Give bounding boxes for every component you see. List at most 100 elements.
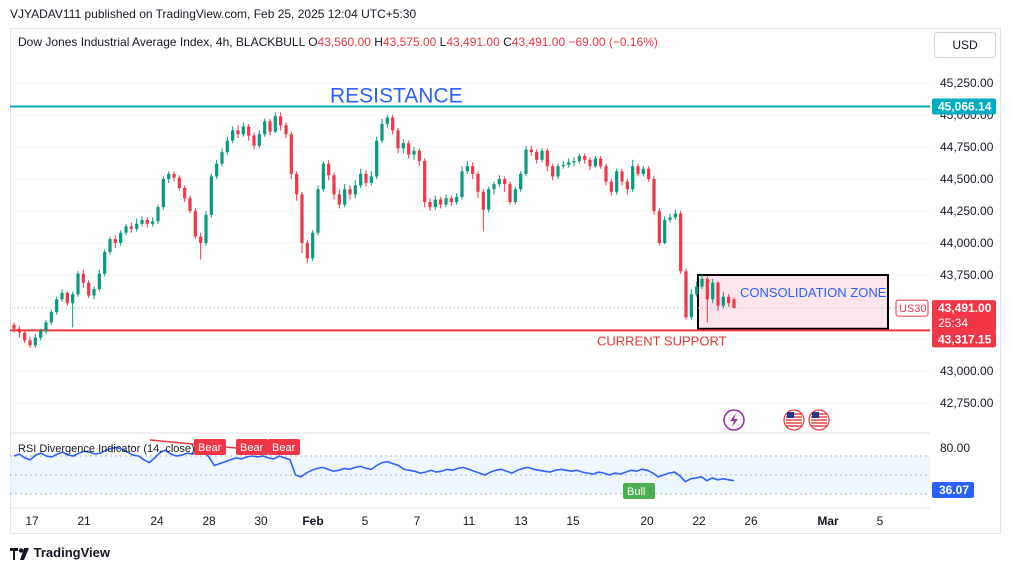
- close-label: C: [503, 35, 512, 49]
- candle-body: [551, 166, 555, 177]
- candle: [599, 155, 603, 169]
- candle: [583, 153, 587, 164]
- candle-body: [167, 173, 171, 179]
- candle-body: [247, 126, 251, 136]
- low-value: 43,491.00: [446, 35, 500, 49]
- candle: [49, 309, 53, 325]
- candle: [625, 179, 629, 195]
- candle-body: [151, 221, 155, 224]
- candle-body: [524, 149, 528, 174]
- candle: [641, 166, 645, 177]
- candle: [76, 271, 80, 297]
- candle-body: [481, 191, 485, 210]
- candle: [455, 193, 459, 205]
- candle: [241, 122, 245, 137]
- currency-selector[interactable]: USD: [934, 32, 996, 58]
- candle: [375, 136, 379, 179]
- candle-body: [721, 296, 725, 306]
- last-price-tag: 43,491.00: [938, 301, 992, 315]
- candle-body: [471, 166, 475, 174]
- candle: [465, 161, 469, 174]
- y-tick-label: 44,000.00: [940, 236, 994, 250]
- candle-body: [225, 140, 229, 153]
- candle: [183, 185, 187, 203]
- candle-body: [700, 278, 704, 287]
- candle: [657, 208, 661, 246]
- us-flag-icon: [783, 409, 805, 431]
- candle-body: [241, 126, 245, 135]
- rsi-badge: Bear: [240, 442, 264, 454]
- candle: [103, 249, 107, 277]
- candle-body: [732, 299, 736, 309]
- candle-body: [359, 173, 363, 186]
- candle: [17, 326, 21, 338]
- candle-body: [385, 117, 389, 124]
- candle-body: [711, 282, 715, 300]
- rsi-line: [13, 446, 735, 483]
- candle-body: [417, 150, 421, 162]
- candle-body: [519, 173, 523, 190]
- candle-body: [305, 243, 309, 259]
- candle: [369, 171, 373, 186]
- candle-body: [503, 179, 507, 185]
- candle: [39, 328, 43, 341]
- candle-body: [28, 340, 32, 346]
- candle-body: [273, 116, 277, 132]
- candle-body: [193, 211, 197, 237]
- candle-body: [65, 292, 69, 304]
- candle-body: [140, 219, 144, 224]
- candle: [487, 186, 491, 213]
- candle: [663, 216, 667, 245]
- candle-body: [49, 312, 53, 323]
- candle-body: [33, 337, 37, 346]
- candle-body: [689, 294, 693, 318]
- x-tick-label: 21: [77, 514, 91, 528]
- candle-body: [609, 181, 613, 192]
- flag-icon-canton: [787, 412, 794, 418]
- candle-body: [647, 168, 651, 179]
- candle-body: [44, 322, 48, 332]
- candle: [417, 148, 421, 167]
- rsi-title: RSI Divergence Indicator (14, close): [18, 443, 195, 455]
- candle-body: [487, 189, 491, 210]
- candle-body: [636, 166, 640, 174]
- candle-body: [663, 219, 667, 243]
- x-tick-label: 24: [150, 514, 164, 528]
- candle: [609, 179, 613, 196]
- candle: [732, 297, 736, 309]
- x-tick-label: Mar: [817, 514, 839, 528]
- candle: [412, 147, 416, 160]
- rsi-badge-bg: [194, 439, 226, 455]
- candle: [551, 163, 555, 181]
- candle: [529, 145, 533, 156]
- candle-body: [439, 199, 443, 205]
- candle-body: [684, 271, 688, 318]
- candle-body: [449, 198, 453, 203]
- candle-body: [545, 150, 549, 167]
- candle: [535, 149, 539, 164]
- candle-body: [348, 189, 352, 195]
- candle: [87, 280, 91, 299]
- x-tick-label: 5: [362, 514, 369, 528]
- candle: [695, 281, 699, 297]
- candle: [705, 276, 709, 323]
- candle: [727, 294, 731, 307]
- tradingview-footer[interactable]: TradingView: [10, 544, 110, 562]
- candle: [135, 218, 139, 232]
- event-icons: [723, 409, 830, 431]
- candle: [97, 269, 101, 292]
- candle: [593, 155, 597, 168]
- candle-body: [476, 173, 480, 192]
- candle-body: [23, 332, 27, 341]
- candle-body: [433, 199, 437, 208]
- candle: [567, 158, 571, 168]
- x-tick-label: 15: [566, 514, 580, 528]
- x-tick-label: 26: [744, 514, 758, 528]
- candle: [316, 185, 320, 236]
- candle-body: [284, 125, 288, 135]
- candle: [140, 216, 144, 227]
- x-tick-label: 20: [640, 514, 654, 528]
- candle: [401, 139, 405, 154]
